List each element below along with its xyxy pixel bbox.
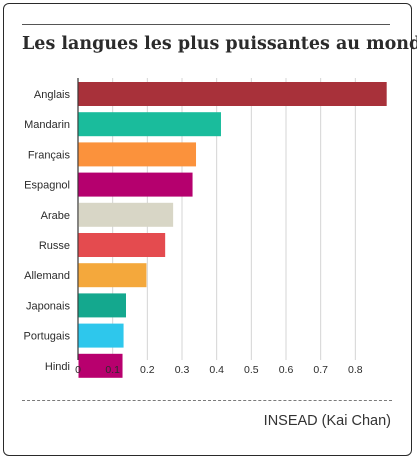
- label-layer: Anglais Mandarin Français Espagnol Arabe Russ…: [24, 89, 71, 373]
- bar: [78, 202, 174, 227]
- bar: [78, 293, 126, 318]
- chart-frame: [3, 3, 412, 456]
- x-tick-label: 0.6: [279, 364, 294, 376]
- category-label: Français: [28, 149, 71, 161]
- bar: [78, 233, 166, 257]
- x-tick-label: 0.5: [244, 364, 259, 376]
- tick-layer: 0 0.1 0.2 0.3 0.4 0.5 0.6 0.7 0.8: [75, 364, 363, 376]
- x-tick-label: 0: [75, 364, 81, 376]
- x-tick-label: 0.2: [140, 364, 155, 376]
- category-label: Russe: [39, 240, 70, 252]
- bar: [78, 353, 123, 378]
- top-rule: [22, 24, 390, 25]
- bar: [78, 172, 193, 197]
- source-credit: INSEAD (Kai Chan): [263, 413, 391, 429]
- x-tick-label: 0.1: [105, 364, 120, 376]
- bar: [78, 263, 147, 288]
- bar-layer: [78, 82, 387, 378]
- category-label: Arabe: [41, 210, 70, 222]
- category-label: Mandarin: [24, 119, 70, 131]
- footer-divider: [22, 400, 392, 401]
- category-label: Espagnol: [24, 180, 70, 192]
- bar: [78, 82, 387, 106]
- category-label: Japonais: [26, 300, 71, 312]
- x-tick-label: 0.4: [209, 364, 224, 376]
- category-label: Portugais: [24, 331, 71, 343]
- x-tick-label: 0.3: [175, 364, 190, 376]
- bar: [78, 142, 197, 167]
- category-label: Anglais: [34, 89, 71, 101]
- bar: [78, 112, 221, 137]
- x-tick-label: 0.8: [348, 364, 363, 376]
- bar: [78, 323, 124, 348]
- category-label: Hindi: [45, 361, 70, 373]
- category-label: Allemand: [24, 270, 70, 282]
- x-tick-label: 0.7: [313, 364, 328, 376]
- chart-title: Les langues les plus puissantes au monde: [22, 34, 417, 54]
